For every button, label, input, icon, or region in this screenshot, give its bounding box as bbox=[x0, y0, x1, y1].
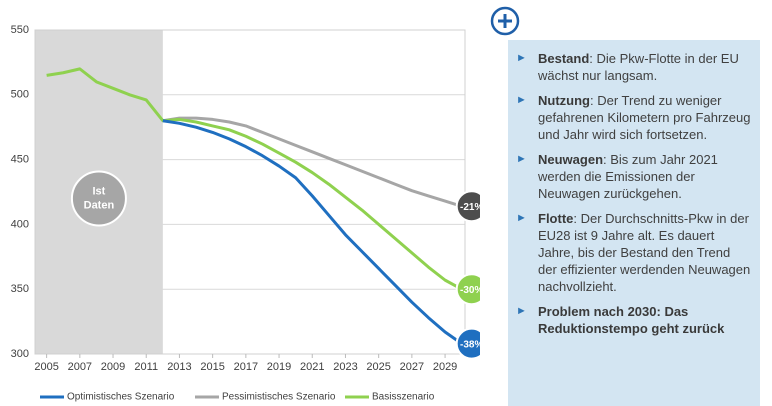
x-tick-label: 2013 bbox=[167, 361, 191, 373]
history-badge bbox=[70, 170, 127, 227]
end-badge bbox=[455, 273, 480, 306]
info-item: Problem nach 2030: Das Reduktionstempo g… bbox=[516, 303, 752, 337]
info-lead: Flotte bbox=[538, 211, 574, 226]
info-lead: Problem nach 2030: Das Reduktionstempo g… bbox=[538, 304, 725, 336]
x-tick-label: 2017 bbox=[234, 361, 258, 373]
series-line bbox=[162, 116, 463, 208]
info-item: Bestand: Die Pkw-Flotte in der EU wächst… bbox=[516, 50, 752, 84]
info-lead: Neuwagen bbox=[538, 152, 604, 167]
x-tick-label: 2009 bbox=[101, 361, 125, 373]
info-lead: Nutzung bbox=[538, 93, 590, 108]
history-label: Ist bbox=[92, 185, 105, 197]
series-line bbox=[46, 67, 463, 291]
x-tick-label: 2005 bbox=[34, 361, 58, 373]
info-text: : Bis zum Jahr 2021 werden die Emissione… bbox=[538, 152, 718, 201]
legend-label: Basisszenario bbox=[372, 392, 435, 403]
y-tick-label: 400 bbox=[11, 218, 29, 230]
legend-label: Optimistisches Szenario bbox=[67, 392, 175, 403]
end-label: -38% bbox=[460, 339, 480, 350]
x-tick-label: 2027 bbox=[400, 361, 424, 373]
x-tick-label: 2029 bbox=[433, 361, 457, 373]
x-tick-label: 2023 bbox=[333, 361, 357, 373]
info-item: Flotte: Der Durchschnitts-Pkw in der EU2… bbox=[516, 210, 752, 295]
info-text: : Der Trend zu weniger gefahrenen Kilome… bbox=[538, 93, 751, 142]
x-tick-label: 2025 bbox=[366, 361, 390, 373]
x-tick-label: 2019 bbox=[267, 361, 291, 373]
y-tick-label: 550 bbox=[11, 24, 29, 36]
x-tick-label: 2007 bbox=[68, 361, 92, 373]
info-text: : Der Durchschnitts-Pkw in der EU28 ist … bbox=[538, 211, 751, 294]
y-tick-label: 350 bbox=[11, 283, 29, 295]
end-label: -30% bbox=[460, 285, 480, 296]
y-tick-label: 500 bbox=[11, 89, 29, 101]
info-list: Bestand: Die Pkw-Flotte in der EU wächst… bbox=[516, 50, 752, 337]
end-badge bbox=[455, 327, 480, 360]
info-text: : Die Pkw-Flotte in der EU wächst nur la… bbox=[538, 51, 739, 83]
legend-label: Pessimistisches Szenario bbox=[222, 392, 336, 403]
plus-icon bbox=[490, 6, 520, 36]
history-label: Daten bbox=[84, 199, 115, 211]
info-item: Nutzung: Der Trend zu weniger gefahrenen… bbox=[516, 92, 752, 143]
end-badge bbox=[455, 190, 480, 223]
x-tick-label: 2021 bbox=[300, 361, 324, 373]
y-tick-label: 300 bbox=[11, 348, 29, 360]
end-label: -21% bbox=[460, 202, 480, 213]
series-line bbox=[162, 119, 463, 345]
x-tick-label: 2011 bbox=[134, 361, 158, 373]
y-tick-label: 450 bbox=[11, 154, 29, 166]
chart: 300 350 400 450 500 550 2005 2007 2009 2011 2013 20… bbox=[11, 24, 480, 403]
info-item: Neuwagen: Bis zum Jahr 2021 werden die E… bbox=[516, 151, 752, 202]
x-tick-label: 2015 bbox=[200, 361, 224, 373]
info-panel: Bestand: Die Pkw-Flotte in der EU wächst… bbox=[508, 40, 760, 406]
info-lead: Bestand bbox=[538, 51, 590, 66]
